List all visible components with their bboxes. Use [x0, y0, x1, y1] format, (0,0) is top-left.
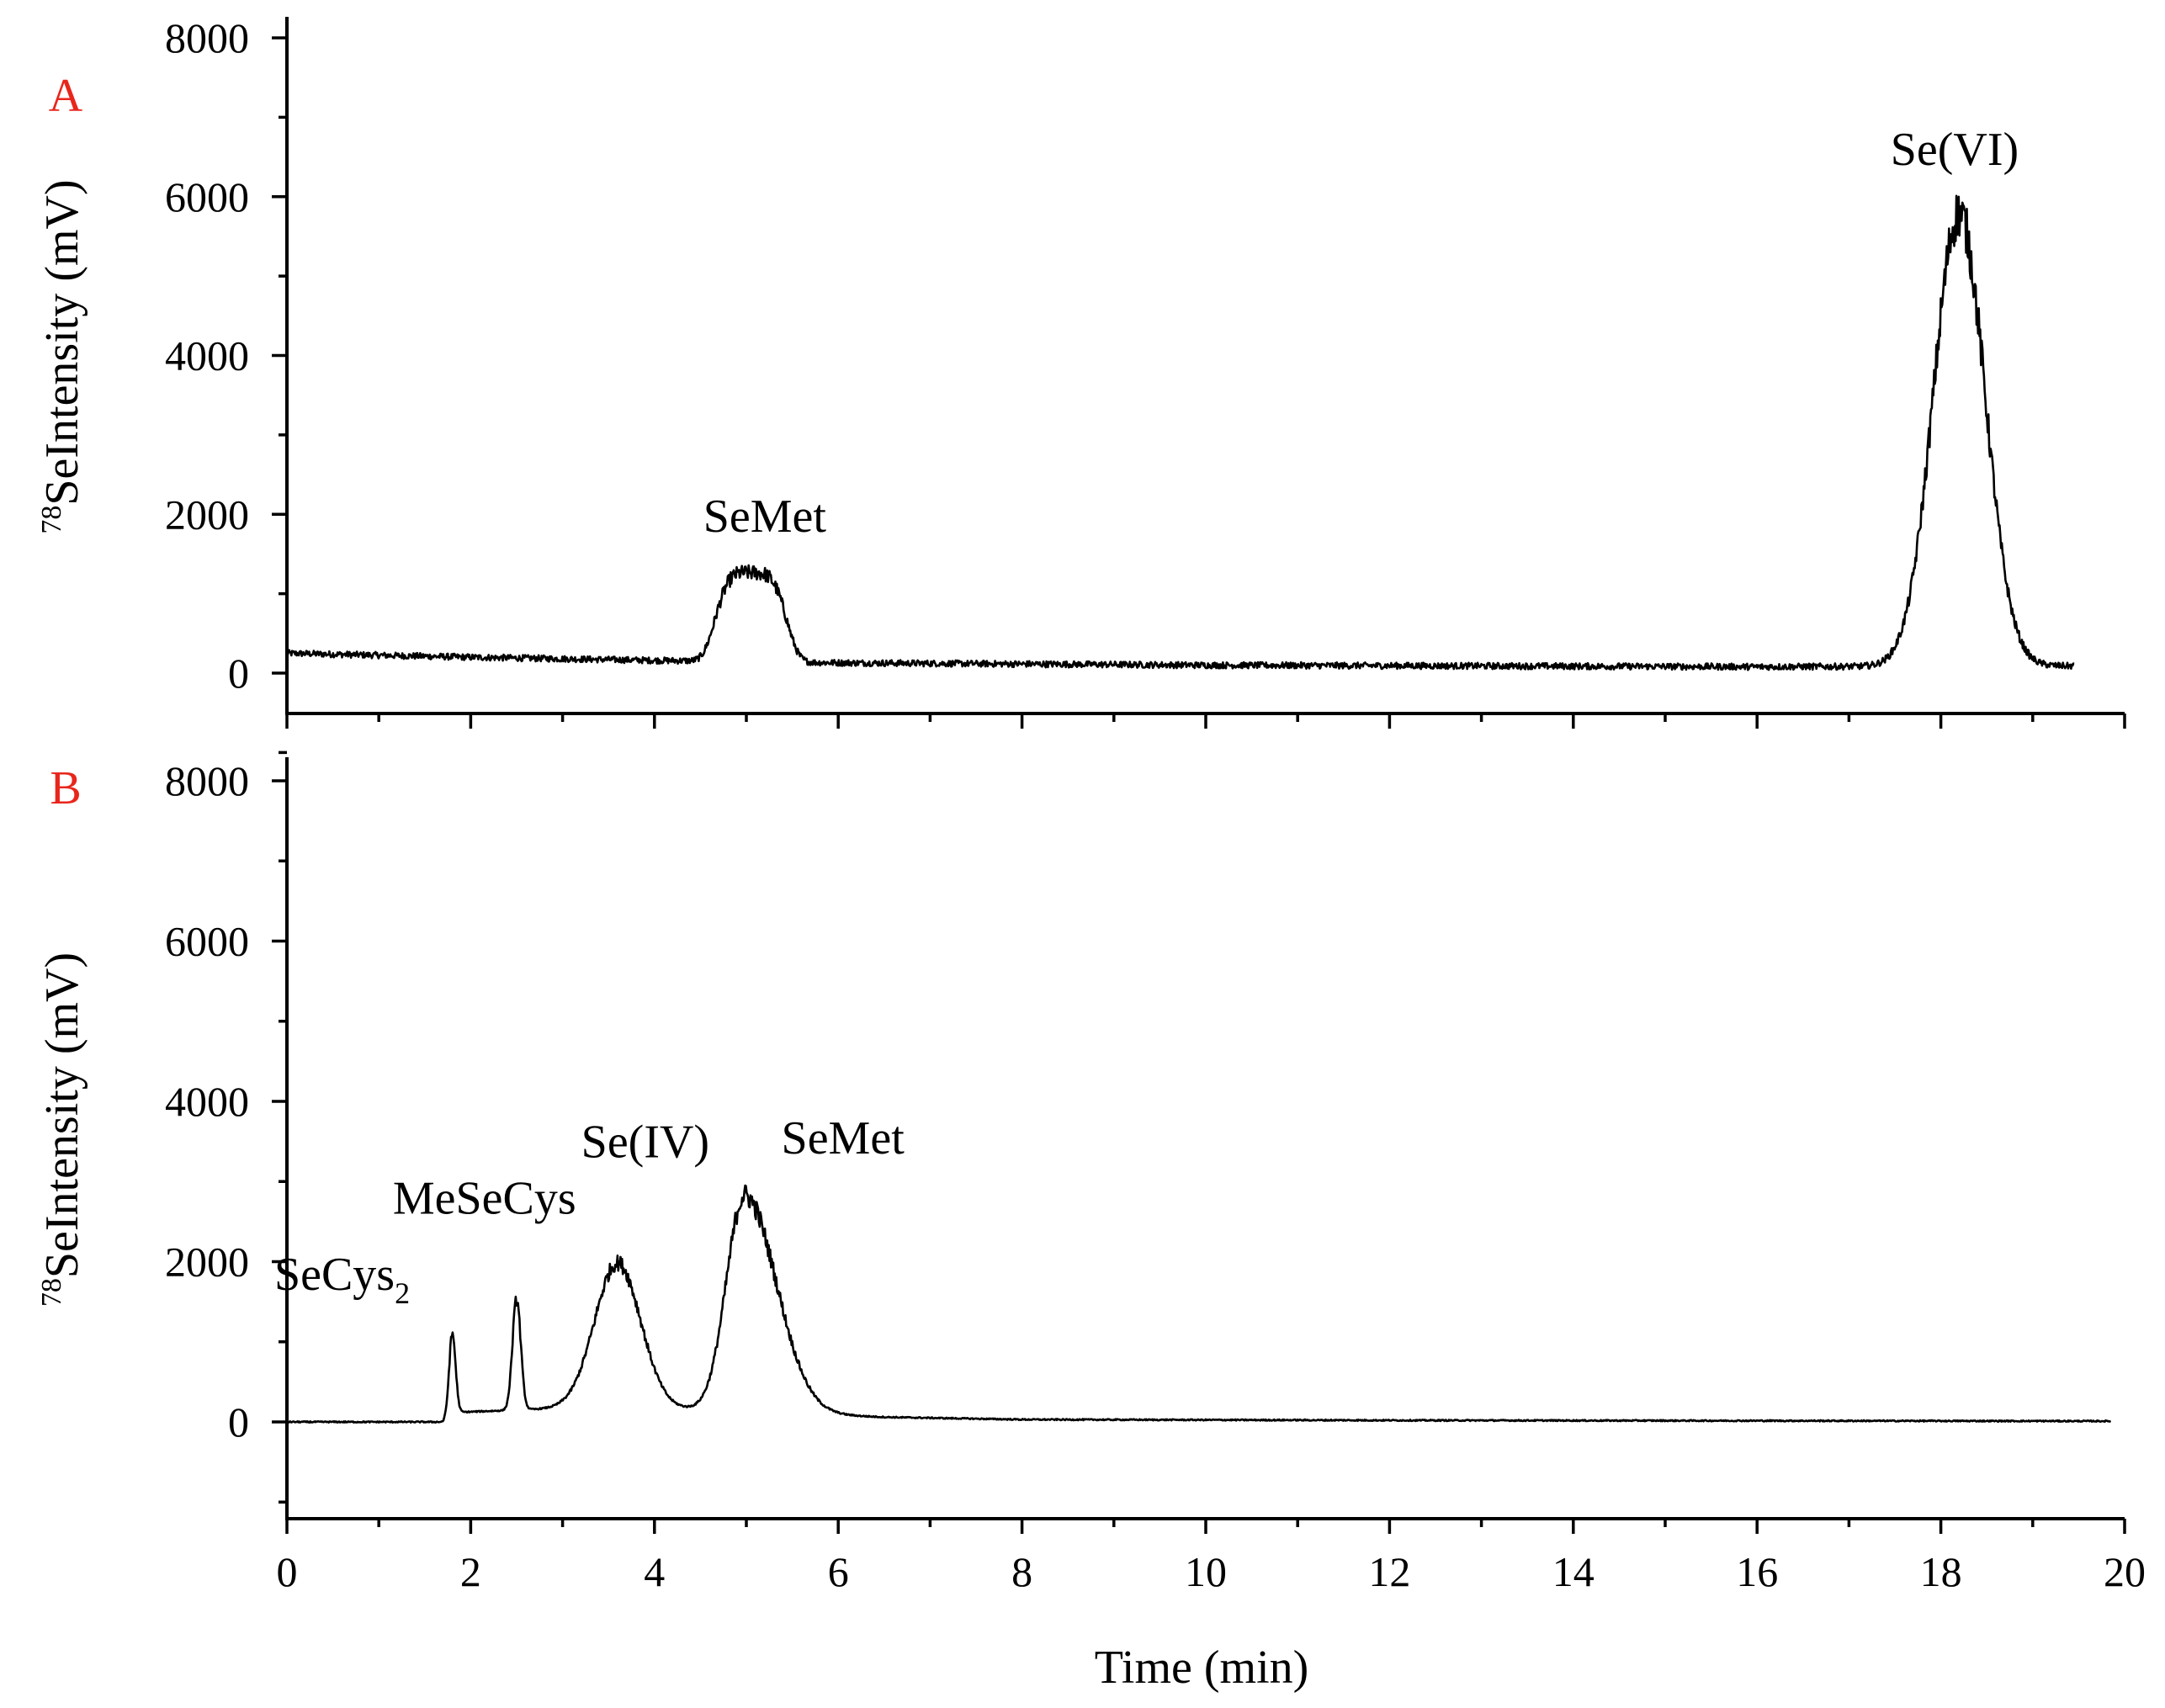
- y-tick-label: 4000: [165, 1078, 249, 1125]
- y-tick-label: 2000: [165, 1239, 249, 1286]
- peak-label: SeMet: [782, 1112, 905, 1164]
- peak-label: Se(VI): [1891, 124, 2019, 176]
- panel-label: A: [49, 70, 83, 122]
- x-axis-title: Time (min): [1095, 1642, 1309, 1694]
- peak-label-text: Se(IV): [581, 1117, 709, 1169]
- y-axis-title-text: SeIntensity (mV): [36, 179, 88, 505]
- y-axis-title: 78SeIntensity (mV): [36, 952, 88, 1307]
- peak-label-text: SeCys: [274, 1249, 395, 1301]
- x-tick-label: 10: [1185, 1548, 1227, 1595]
- x-tick-label: 20: [2104, 1548, 2146, 1595]
- y-tick-label: 2000: [165, 491, 249, 538]
- peak-label-text: SeMet: [782, 1112, 905, 1164]
- y-tick-label: 6000: [165, 173, 249, 220]
- y-axis-title-superscript: 78: [36, 506, 67, 534]
- x-tick-label: 6: [828, 1548, 849, 1595]
- y-axis-title: 78SeIntensity (mV): [36, 179, 88, 533]
- panel-b: 0 2000 4000 6000 8000 0 2 4 6 8 10 12 14 16 18 20 78SeIn…: [36, 757, 2146, 1595]
- peak-label: SeCys2: [274, 1249, 410, 1310]
- y-tick-label: 0: [228, 1398, 249, 1445]
- peak-label-text: SeMet: [703, 491, 827, 543]
- x-tick-label: 18: [1920, 1548, 1962, 1595]
- y-tick-label: 8000: [165, 757, 249, 804]
- y-tick-label: 0: [228, 650, 249, 697]
- x-tick-label: 14: [1552, 1548, 1595, 1595]
- y-tick-label: 8000: [165, 14, 249, 61]
- peak-label-text: MeSeCys: [393, 1172, 576, 1224]
- x-tick-label: 12: [1368, 1548, 1410, 1595]
- y-tick-label: 4000: [165, 332, 249, 379]
- y-axis-title-superscript: 78: [36, 1278, 67, 1307]
- x-tick-label: 2: [460, 1548, 481, 1595]
- y-tick-label: 6000: [165, 918, 249, 965]
- chromatogram-trace: [286, 1184, 2112, 1424]
- x-tick-label: 4: [644, 1548, 665, 1595]
- chromatogram-trace: [285, 194, 2075, 671]
- x-tick-label: 16: [1736, 1548, 1778, 1595]
- peak-label: SeMet: [703, 491, 827, 543]
- panel-label: B: [50, 762, 81, 814]
- panel-a: 0 2000 4000 6000 8000 78SeIntensity (mV) A SeMe…: [36, 14, 2126, 755]
- y-axis-title-text: SeIntensity (mV): [36, 952, 88, 1278]
- peak-label: Se(IV): [581, 1117, 709, 1169]
- peak-label-text: Se(VI): [1891, 124, 2019, 176]
- x-tick-label: 0: [277, 1548, 298, 1595]
- peak-label: MeSeCys: [393, 1172, 576, 1224]
- peak-label-subscript: 2: [395, 1276, 410, 1310]
- x-tick-label: 8: [1011, 1548, 1032, 1595]
